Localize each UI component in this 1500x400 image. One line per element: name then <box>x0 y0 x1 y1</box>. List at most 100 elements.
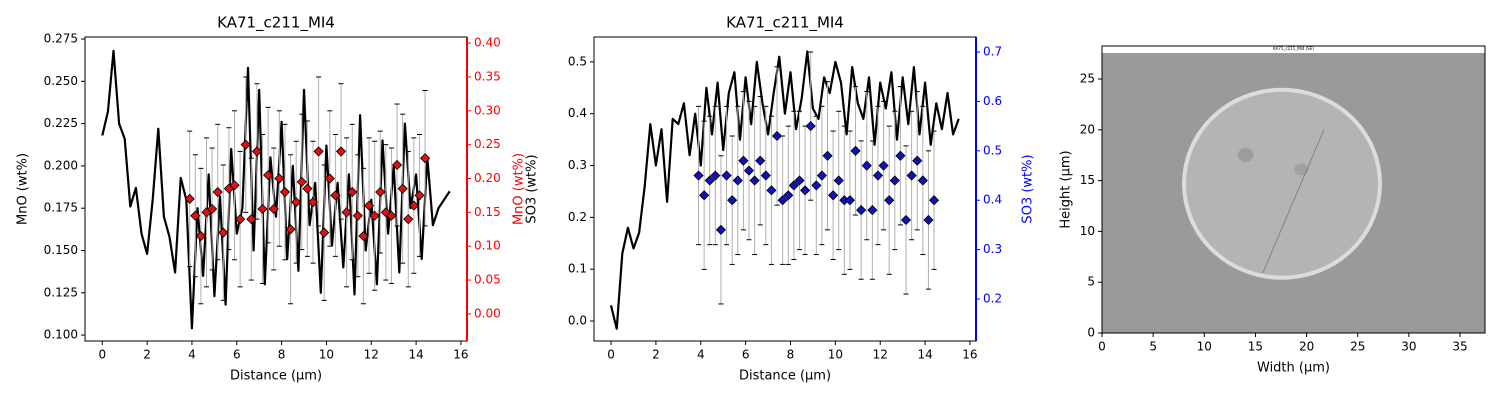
diamond-marker <box>715 224 727 235</box>
y2-tick-label: 0.5 <box>983 143 1002 157</box>
diamond-marker <box>727 195 738 206</box>
y-tick-label: 0.175 <box>44 201 78 215</box>
diamond-marker <box>844 195 856 206</box>
diamond-marker <box>207 203 218 215</box>
diamond-marker <box>805 121 816 132</box>
diamond-marker <box>693 170 704 181</box>
diamond-marker <box>738 155 749 166</box>
x-tick-label: 35 <box>1452 340 1467 354</box>
image-title: KA71_c211_MI4 (SE) <box>1273 46 1314 51</box>
diamond-marker <box>229 180 240 191</box>
diamond-marker <box>218 227 229 238</box>
x-tick-label: 30 <box>1401 340 1416 354</box>
y-tick-label: 15 <box>1080 173 1095 187</box>
diamond-marker <box>285 224 296 235</box>
diamond-marker <box>324 173 335 184</box>
diamond-marker <box>274 173 285 184</box>
data-line <box>609 50 960 330</box>
panel: 0 2 4 6 8 10 12 14 16 0.100 0.125 0.150 0.175 0.200 0.… <box>16 14 527 384</box>
y2-tick-label: 0.20 <box>474 171 501 185</box>
plot-area <box>101 49 451 330</box>
panel: 0 2 4 6 8 10 12 14 16 0.0 0.1 0.2 0.3 0.4 0.5 0.2 0.3 0.4… <box>525 14 1036 384</box>
x-tick-label: 10 <box>828 348 843 362</box>
diamond-marker <box>928 195 940 206</box>
y2-tick-label: 0.3 <box>983 242 1002 256</box>
diamond-marker <box>861 160 872 171</box>
y-tick-label: 0.4 <box>568 106 587 120</box>
bubble <box>1237 148 1254 163</box>
diamond-marker <box>195 230 206 242</box>
diamond-marker <box>296 176 307 187</box>
diamond-marker <box>386 210 397 221</box>
x-tick-label: 16 <box>962 348 977 362</box>
diamond-marker <box>268 203 279 215</box>
diamond-marker <box>816 170 827 181</box>
x-tick-label: 5 <box>1149 340 1157 354</box>
x-tick-label: 10 <box>319 348 334 362</box>
diamond-marker <box>184 193 195 204</box>
diamond-marker <box>352 210 363 221</box>
x-tick-label: 8 <box>278 348 286 362</box>
x-tick-label: 14 <box>408 348 423 362</box>
y-tick-label: 0.0 <box>568 313 587 327</box>
diamond-marker <box>403 214 414 225</box>
diamond-marker <box>800 185 811 196</box>
axes-frame <box>1101 45 1486 334</box>
diamond-marker <box>341 207 352 218</box>
profile-line <box>1262 129 1325 273</box>
y2-axis-label: SO3 (wt%) <box>1021 154 1036 223</box>
x-axis-label: Width (µm) <box>1257 361 1330 376</box>
diamond-marker <box>291 197 302 208</box>
x-tick-label: 0 <box>98 348 106 362</box>
diamond-marker <box>240 139 251 150</box>
diamond-marker <box>391 159 403 171</box>
diamond-marker <box>850 145 861 156</box>
diamond-marker <box>917 175 928 186</box>
diamond-marker <box>788 180 799 191</box>
diamond-marker <box>771 130 783 142</box>
diamond-marker <box>895 150 906 161</box>
diamond-marker <box>347 186 358 198</box>
diamond-marker <box>420 153 431 164</box>
y2-axis-label: MnO (wt%) <box>512 153 527 225</box>
diamond-marker <box>912 155 923 166</box>
diamond-marker <box>766 185 777 196</box>
y-tick-label: 20 <box>1080 122 1095 136</box>
chart-title: KA71_c211_MI4 <box>726 14 844 33</box>
plot-area <box>609 50 960 330</box>
diamond-marker <box>369 210 380 221</box>
x-tick-label: 6 <box>742 348 750 362</box>
diamond-marker <box>906 170 917 181</box>
y2-tick-label: 0.25 <box>474 137 501 151</box>
x-tick-label: 15 <box>1248 340 1263 354</box>
y2-tick-label: 0.35 <box>474 69 501 83</box>
y2-tick-label: 0.6 <box>983 94 1002 108</box>
axes-frame <box>593 36 977 342</box>
diamond-marker <box>212 186 223 198</box>
diamond-marker <box>414 190 425 201</box>
y-tick-label: 0.3 <box>568 158 587 172</box>
x-tick-label: 0 <box>607 348 615 362</box>
diamond-marker <box>923 214 934 226</box>
y-tick-label: 0.225 <box>44 116 78 130</box>
x-tick-label: 12 <box>873 348 888 362</box>
y-tick-label: 0.125 <box>44 285 78 299</box>
diamond-marker <box>900 214 912 226</box>
diamond-marker <box>319 227 330 238</box>
y-axis-label: Height (µm) <box>1059 150 1074 228</box>
diamond-marker <box>307 197 319 208</box>
diamond-marker <box>867 205 878 216</box>
diamond-marker <box>313 146 324 157</box>
x-tick-label: 10 <box>1197 340 1212 354</box>
diamond-marker <box>732 175 743 186</box>
diamond-marker <box>335 146 347 157</box>
plot-area <box>1102 53 1485 333</box>
y2-tick-label: 0.00 <box>474 306 501 320</box>
x-tick-label: 12 <box>364 348 379 362</box>
diamond-marker <box>358 230 369 242</box>
diamond-marker <box>783 190 794 201</box>
y-tick-label: 0.2 <box>568 210 587 224</box>
x-tick-label: 4 <box>697 348 705 362</box>
diamond-marker <box>190 210 201 221</box>
